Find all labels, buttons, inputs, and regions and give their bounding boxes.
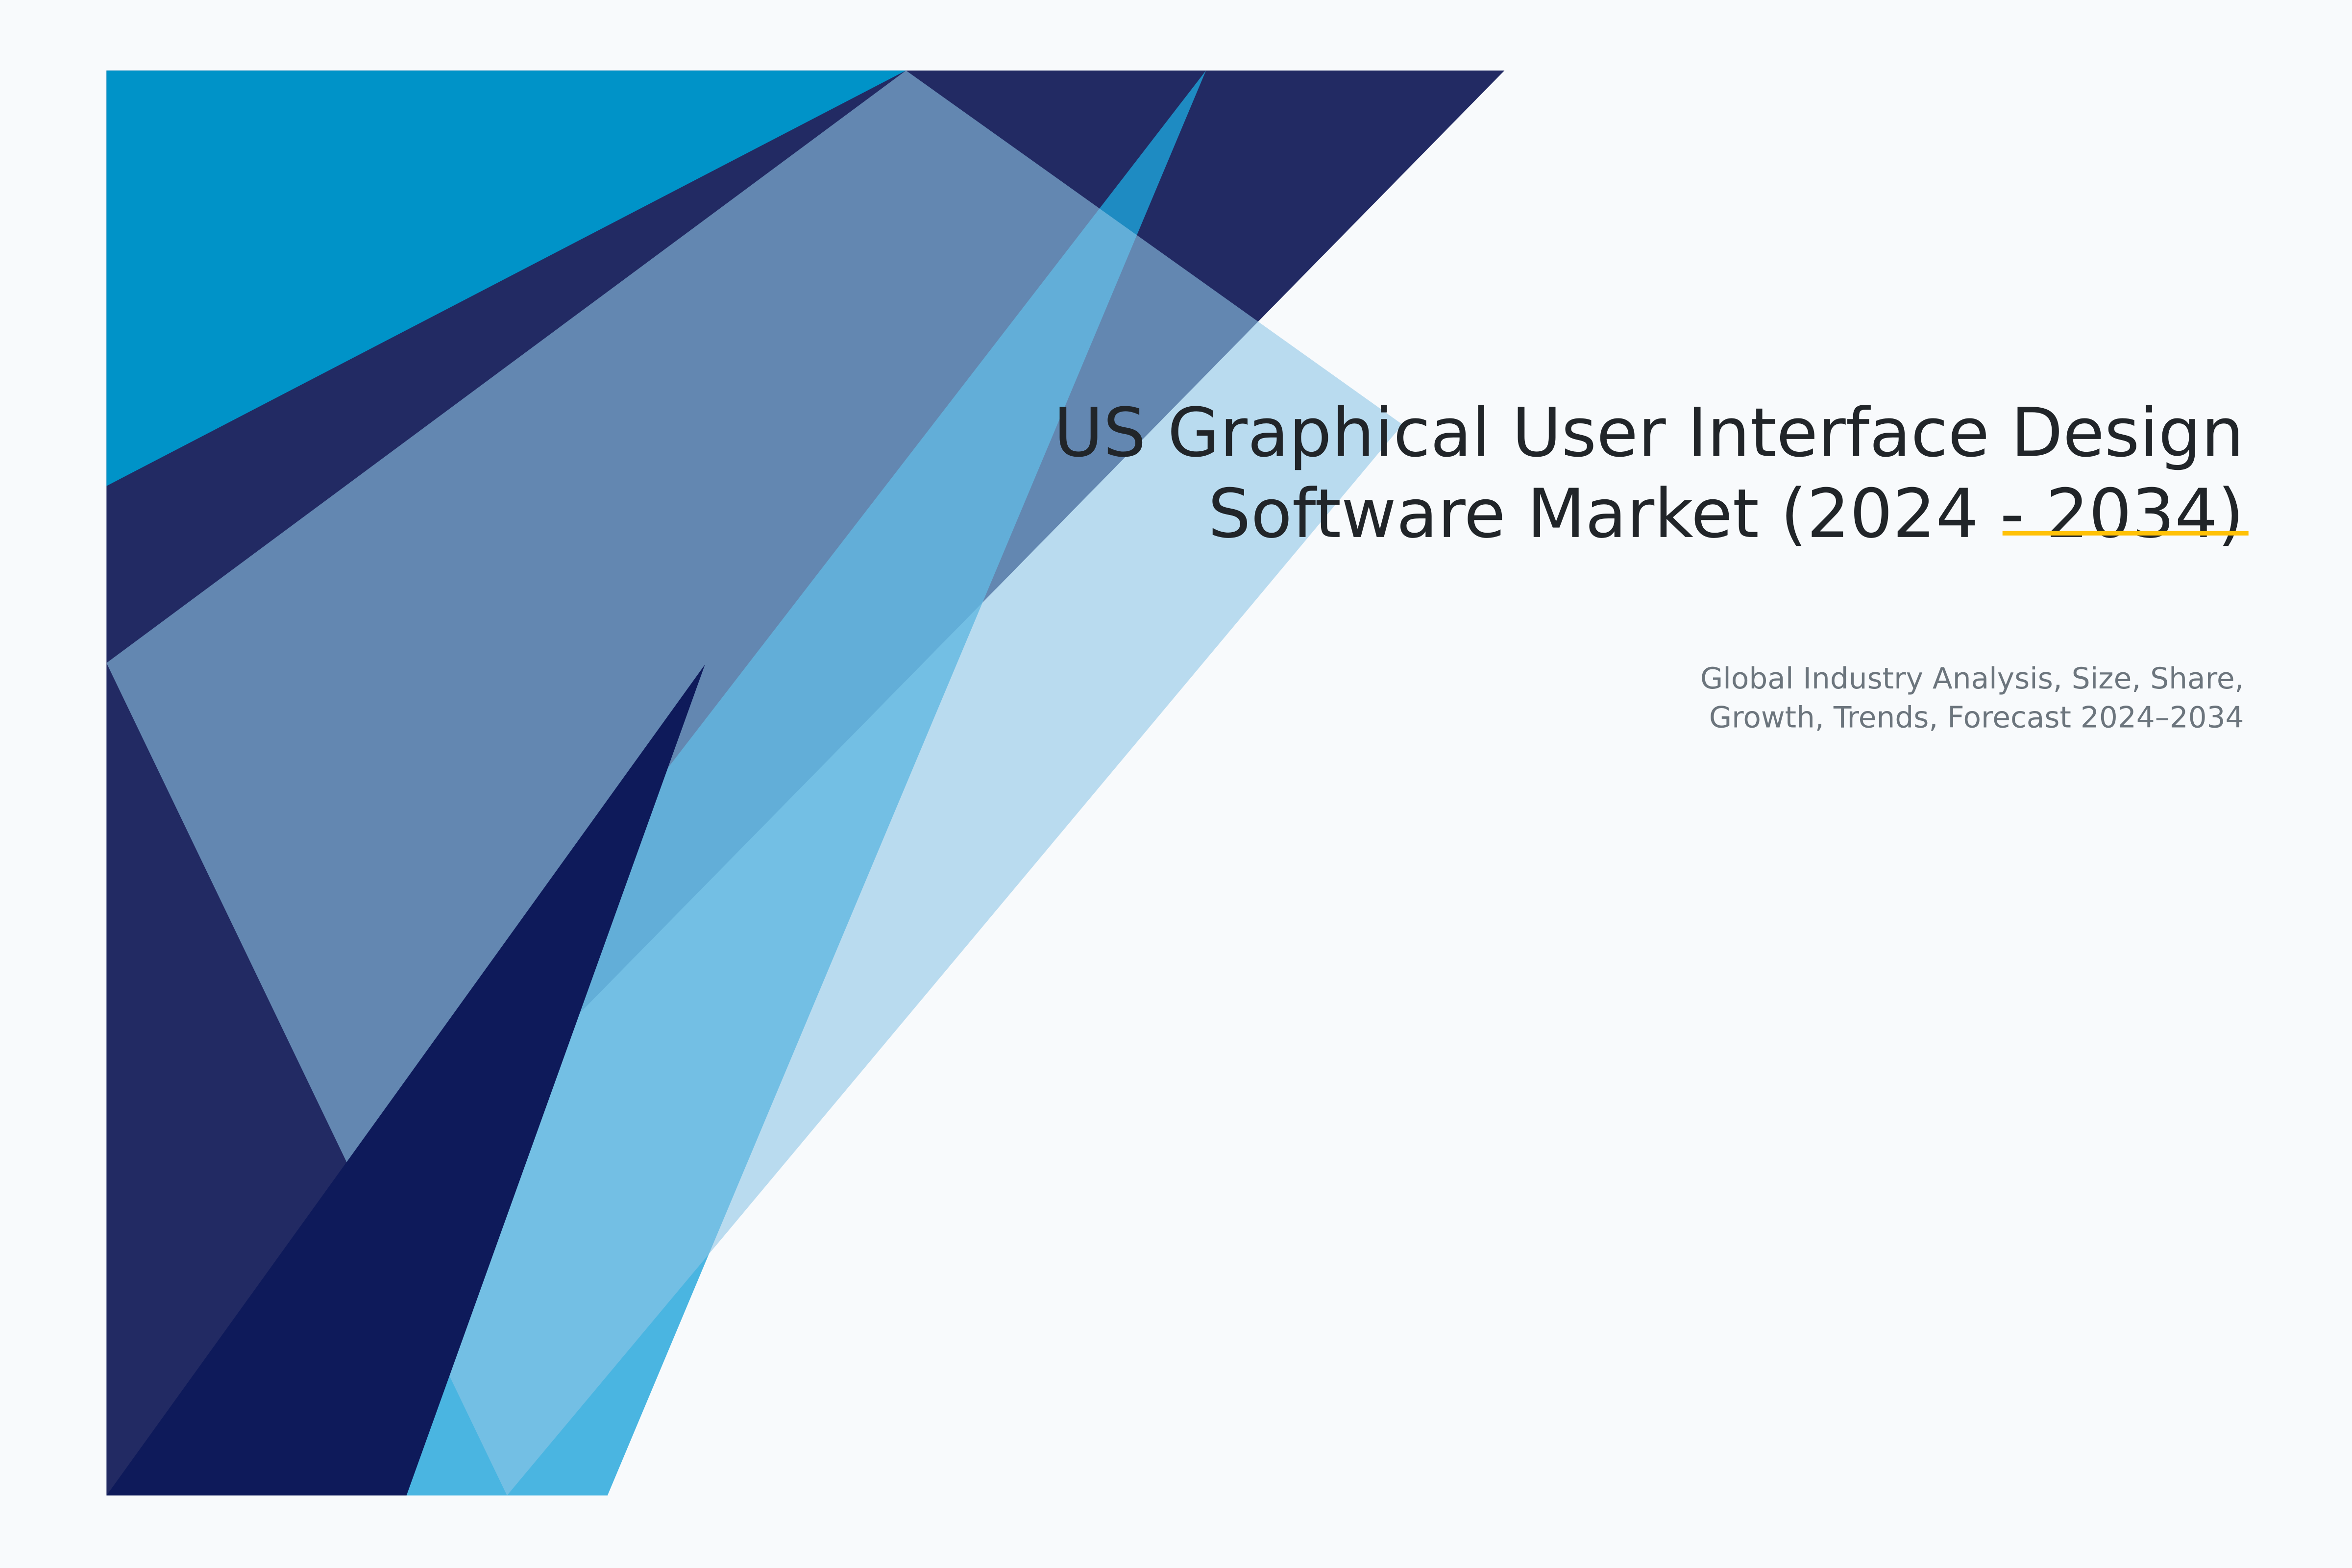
cyan-triangle [106,70,906,486]
subtitle-line-2: Growth, Trends, Forecast 2024–2034 [1709,700,2244,735]
subtitle-line-1: Global Industry Analysis, Size, Share, [1700,661,2244,696]
page-title: US Graphical User Interface Design Softw… [1054,393,2244,555]
subtitle: Global Industry Analysis, Size, Share, G… [1700,660,2244,738]
title-line-2: Software Market (2024 - 2034) [1208,474,2244,554]
title-line-1: US Graphical User Interface Design [1054,393,2244,473]
accent-underline [2002,531,2249,536]
